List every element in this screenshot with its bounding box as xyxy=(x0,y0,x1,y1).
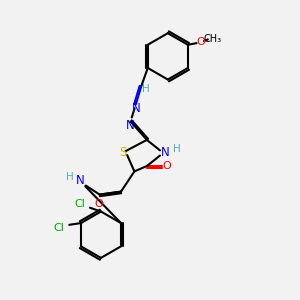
Text: N: N xyxy=(131,102,140,115)
Text: Cl: Cl xyxy=(54,223,64,233)
Text: H: H xyxy=(173,144,181,154)
Text: S: S xyxy=(119,146,127,159)
Text: H: H xyxy=(142,84,150,94)
Text: N: N xyxy=(161,146,170,160)
Text: O: O xyxy=(196,38,205,47)
Text: O: O xyxy=(94,199,103,209)
Text: N: N xyxy=(126,118,135,131)
Text: N: N xyxy=(76,174,85,188)
Text: H: H xyxy=(66,172,74,182)
Text: CH₃: CH₃ xyxy=(204,34,222,44)
Text: Cl: Cl xyxy=(75,199,86,209)
Text: O: O xyxy=(163,161,172,171)
